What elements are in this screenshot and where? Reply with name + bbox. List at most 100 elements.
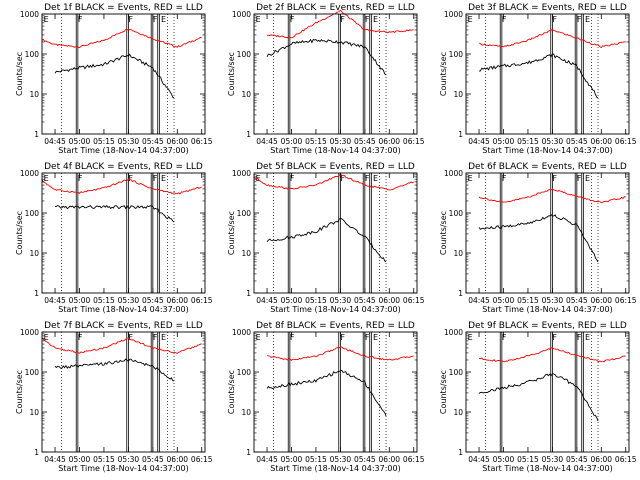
- x-tick-label: 05:45: [354, 137, 376, 146]
- x-tick-label: 04:45: [44, 137, 66, 146]
- x-tick-label: 04:45: [468, 296, 490, 305]
- x-tick-label: 04:45: [256, 137, 278, 146]
- segment-label: E: [44, 15, 49, 24]
- y-axis-label: Counts/sec: [227, 211, 236, 255]
- x-tick-label: 06:00: [166, 296, 188, 305]
- y-tick-label: 1: [34, 289, 39, 298]
- segment-label: F: [153, 333, 158, 342]
- x-tick-label: 06:00: [378, 137, 400, 146]
- y-tick-label: 100: [25, 209, 40, 218]
- x-axis-label: Start Time (18-Nov-14 04:37:00): [58, 305, 188, 314]
- x-tick-label: 06:15: [191, 296, 213, 305]
- segment-label: F: [577, 15, 582, 24]
- y-axis-label: Counts/sec: [15, 370, 24, 414]
- x-tick-label: 05:45: [566, 455, 588, 464]
- lld-series-line: [478, 188, 626, 204]
- chart-title: Det 9f BLACK = Events, RED = LLD: [468, 321, 627, 331]
- y-tick-label: 10: [241, 90, 251, 99]
- x-tick-label: 05:30: [542, 455, 564, 464]
- y-tick-label: 10: [29, 249, 39, 258]
- x-tick-label: 05:00: [69, 455, 91, 464]
- y-tick-label: 1000: [444, 10, 463, 19]
- segment-label: E: [468, 174, 473, 183]
- segment-label: E: [373, 174, 378, 183]
- segment-label: E: [585, 174, 590, 183]
- chart-title: Det 7f BLACK = Events, RED = LLD: [44, 321, 203, 331]
- y-tick-label: 1: [458, 448, 463, 457]
- x-tick-label: 06:00: [590, 296, 612, 305]
- segment-label: E: [256, 15, 261, 24]
- x-tick-label: 05:00: [493, 296, 515, 305]
- x-tick-label: 05:15: [305, 455, 327, 464]
- x-tick-label: 05:15: [305, 296, 327, 305]
- y-tick-label: 1: [246, 448, 251, 457]
- plot-frame: [465, 13, 630, 135]
- plot-frame: [41, 13, 206, 135]
- x-tick-label: 05:30: [330, 455, 352, 464]
- x-tick-label: 05:30: [118, 296, 140, 305]
- y-axis-label: Counts/sec: [15, 211, 24, 255]
- y-tick-label: 1000: [444, 169, 463, 178]
- segment-label: E: [585, 15, 590, 24]
- events-series-line: [54, 204, 175, 223]
- x-tick-label: 05:45: [354, 455, 376, 464]
- events-series-line: [266, 217, 387, 263]
- x-tick-label: 05:15: [517, 455, 539, 464]
- y-tick-label: 1000: [20, 328, 39, 337]
- chart-title: Det 5f BLACK = Events, RED = LLD: [256, 162, 415, 172]
- y-tick-label: 10: [241, 249, 251, 258]
- x-tick-label: 05:00: [281, 137, 303, 146]
- plot-frame: [41, 331, 206, 453]
- x-tick-label: 05:45: [142, 296, 164, 305]
- x-tick-label: 06:15: [403, 296, 425, 305]
- segment-label: F: [78, 333, 83, 342]
- segment-label: E: [585, 333, 590, 342]
- x-tick-label: 05:00: [493, 455, 515, 464]
- segment-label: E: [44, 333, 49, 342]
- x-tick-label: 05:00: [69, 296, 91, 305]
- events-series-line: [266, 369, 387, 417]
- lld-series-line: [41, 28, 202, 49]
- x-tick-label: 05:45: [354, 296, 376, 305]
- y-tick-label: 10: [453, 249, 463, 258]
- segment-label: F: [552, 174, 557, 183]
- x-tick-label: 05:00: [69, 137, 91, 146]
- segment-label: F: [340, 333, 345, 342]
- lld-series-line: [266, 9, 414, 39]
- x-tick-label: 06:15: [403, 137, 425, 146]
- chart-title: Det 4f BLACK = Events, RED = LLD: [44, 162, 203, 172]
- x-axis-label: Start Time (18-Nov-14 04:37:00): [58, 464, 188, 473]
- x-tick-label: 05:45: [566, 137, 588, 146]
- y-axis-label: Counts/sec: [227, 52, 236, 96]
- segment-label: E: [468, 15, 473, 24]
- y-tick-label: 100: [237, 209, 252, 218]
- segment-label: F: [153, 174, 158, 183]
- y-tick-label: 10: [29, 90, 39, 99]
- x-axis-label: Start Time (18-Nov-14 04:37:00): [270, 305, 400, 314]
- segment-label: F: [365, 15, 370, 24]
- y-tick-label: 1: [458, 289, 463, 298]
- x-tick-label: 05:30: [118, 137, 140, 146]
- segment-label: F: [78, 174, 83, 183]
- segment-label: F: [502, 174, 507, 183]
- y-tick-label: 1: [34, 448, 39, 457]
- y-tick-label: 10: [29, 408, 39, 417]
- x-tick-label: 06:15: [191, 455, 213, 464]
- x-tick-label: 05:45: [142, 455, 164, 464]
- plot-frame: [253, 13, 418, 135]
- x-tick-label: 05:30: [542, 137, 564, 146]
- y-axis-label: Counts/sec: [227, 370, 236, 414]
- y-tick-label: 1: [246, 289, 251, 298]
- x-axis-label: Start Time (18-Nov-14 04:37:00): [482, 305, 612, 314]
- x-tick-label: 04:45: [256, 455, 278, 464]
- y-tick-label: 1: [458, 130, 463, 139]
- events-series-line: [54, 53, 175, 99]
- segment-label: F: [128, 15, 133, 24]
